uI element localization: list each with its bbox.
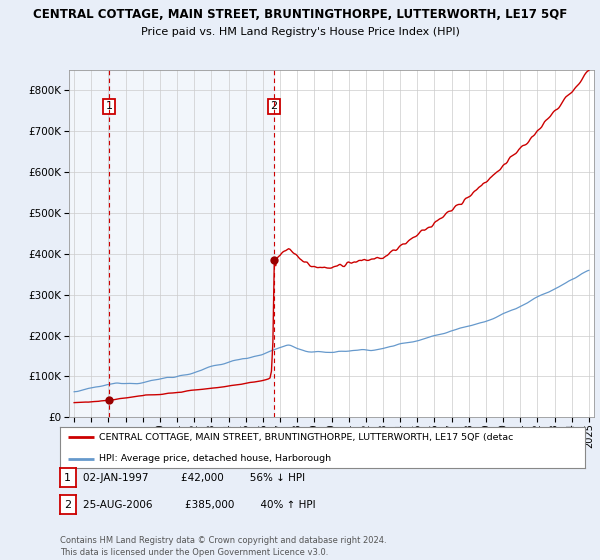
Text: CENTRAL COTTAGE, MAIN STREET, BRUNTINGTHORPE, LUTTERWORTH, LE17 5QF (detac: CENTRAL COTTAGE, MAIN STREET, BRUNTINGTH… — [100, 433, 514, 442]
Text: Price paid vs. HM Land Registry's House Price Index (HPI): Price paid vs. HM Land Registry's House … — [140, 27, 460, 37]
Text: CENTRAL COTTAGE, MAIN STREET, BRUNTINGTHORPE, LUTTERWORTH, LE17 5QF: CENTRAL COTTAGE, MAIN STREET, BRUNTINGTH… — [33, 8, 567, 21]
Bar — [69, 70, 109, 417]
Text: 2: 2 — [64, 500, 71, 510]
Text: 1: 1 — [64, 473, 71, 483]
Text: Contains HM Land Registry data © Crown copyright and database right 2024.
This d: Contains HM Land Registry data © Crown c… — [60, 536, 386, 557]
Text: 2: 2 — [271, 101, 278, 111]
Text: 02-JAN-1997          £42,000        56% ↓ HPI: 02-JAN-1997 £42,000 56% ↓ HPI — [83, 473, 305, 483]
Text: 25-AUG-2006          £385,000        40% ↑ HPI: 25-AUG-2006 £385,000 40% ↑ HPI — [83, 500, 316, 510]
Text: 1: 1 — [106, 101, 113, 111]
Text: HPI: Average price, detached house, Harborough: HPI: Average price, detached house, Harb… — [100, 454, 331, 463]
Bar — [109, 70, 274, 417]
